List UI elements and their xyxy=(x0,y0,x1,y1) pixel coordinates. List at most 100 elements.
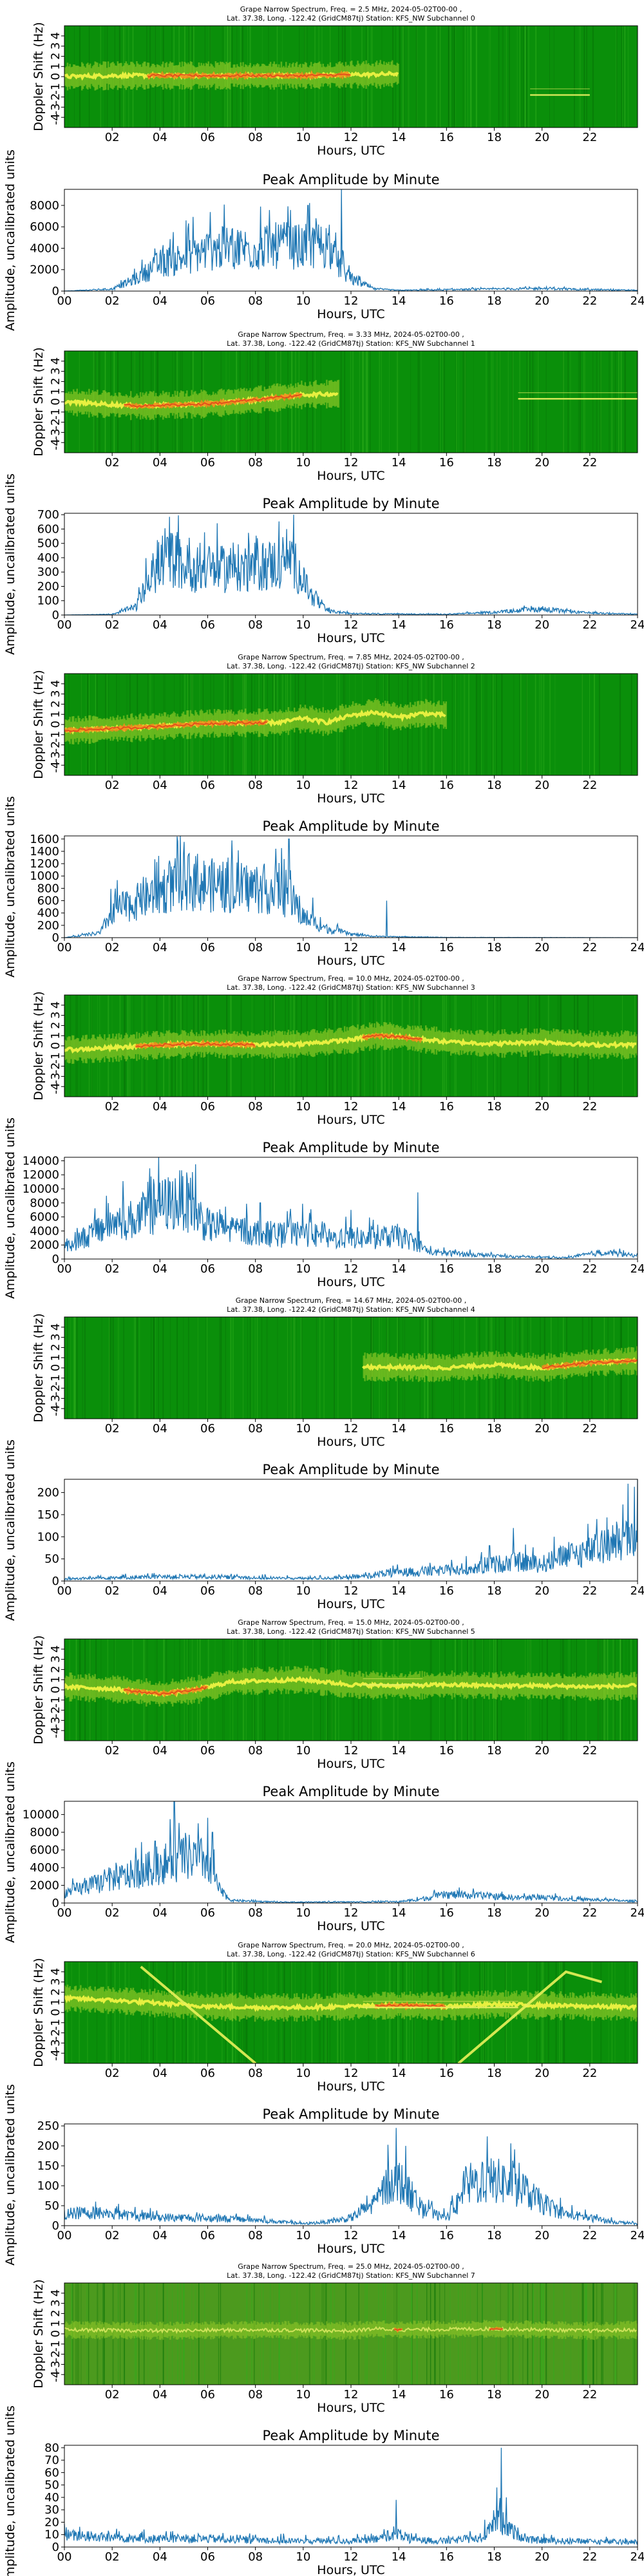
noise-stripe xyxy=(627,26,629,128)
noise-stripe xyxy=(528,2283,529,2385)
doppler-trace-peak xyxy=(489,2327,504,2331)
noise-stripe xyxy=(619,674,621,775)
x-tick-label: 12 xyxy=(344,618,359,632)
noise-stripe xyxy=(176,1317,178,1419)
band-glow xyxy=(452,2324,455,2334)
band-glow xyxy=(280,2324,283,2336)
x-axis-label: Hours, UTC xyxy=(317,1113,384,1127)
y-tick-label: 4 xyxy=(49,357,62,365)
y-tick-label: 100 xyxy=(37,2179,59,2193)
noise-stripe xyxy=(124,2283,126,2385)
plot-title: Peak Amplitude by Minute xyxy=(263,172,440,187)
noise-stripe xyxy=(232,1317,234,1419)
x-tick-label: 00 xyxy=(57,618,72,632)
y-tick-label: 3 xyxy=(49,43,62,50)
x-tick-label: 14 xyxy=(392,2067,406,2080)
x-tick-label: 06 xyxy=(200,618,215,632)
x-axis-label: Hours, UTC xyxy=(317,144,384,158)
band-glow xyxy=(237,2324,240,2336)
noise-stripe xyxy=(288,1317,289,1419)
band-glow xyxy=(163,2324,166,2337)
noise-stripe xyxy=(191,2283,193,2385)
y-tick-label: 0 xyxy=(52,2541,59,2554)
x-tick-label: 14 xyxy=(392,2388,406,2401)
x-tick-label: 22 xyxy=(582,1744,597,1757)
y-tick-label: 10 xyxy=(44,2528,59,2542)
noise-stripe xyxy=(614,2283,616,2385)
band-glow xyxy=(432,2320,434,2338)
x-tick-label: 12 xyxy=(344,1906,359,1920)
x-tick-label: 22 xyxy=(582,2388,597,2401)
noise-stripe xyxy=(486,674,488,775)
doppler-trace-peak xyxy=(135,1042,255,1048)
band-glow xyxy=(636,1997,638,2018)
x-tick-label: 16 xyxy=(439,2388,454,2401)
noise-stripe xyxy=(582,674,583,775)
x-axis-label: Hours, UTC xyxy=(317,2563,384,2576)
x-axis-label: Hours, UTC xyxy=(317,2401,384,2415)
band-glow xyxy=(474,2322,476,2336)
y-tick-label: 10000 xyxy=(23,1182,59,1196)
noise-stripe xyxy=(625,351,626,453)
x-tick-label: 08 xyxy=(248,618,263,632)
noise-stripe xyxy=(540,674,542,775)
noise-stripe xyxy=(462,26,464,128)
x-tick-label: 12 xyxy=(344,1422,359,1435)
noise-stripe xyxy=(419,351,420,453)
x-tick-label: 10 xyxy=(296,618,310,632)
band-glow xyxy=(554,2324,556,2336)
noise-stripe xyxy=(526,26,527,128)
noise-stripe xyxy=(543,2283,545,2385)
y-tick-label: 1 xyxy=(49,1676,62,1683)
x-tick-label: 04 xyxy=(153,2229,167,2242)
noise-stripe xyxy=(526,351,528,453)
x-tick-label: 10 xyxy=(296,1744,310,1757)
noise-stripe xyxy=(301,1317,303,1419)
band-glow xyxy=(464,2321,466,2337)
y-tick-label: 2 xyxy=(49,52,62,59)
noise-stripe xyxy=(385,2283,386,2385)
band-glow xyxy=(636,1034,638,1056)
noise-stripe xyxy=(453,26,455,128)
y-tick-label: -1 xyxy=(49,2340,62,2352)
plot-subtitle: Lat. 37.38, Long. -122.42 (GridCM87tj) S… xyxy=(227,1950,475,1958)
x-tick-label: 22 xyxy=(582,779,597,792)
band-glow xyxy=(388,2324,390,2335)
band-glow xyxy=(632,1672,635,1700)
noise-stripe xyxy=(398,2283,400,2385)
band-glow xyxy=(625,2321,627,2339)
x-tick-label: 00 xyxy=(57,941,72,954)
noise-stripe xyxy=(444,351,445,453)
band-glow xyxy=(636,1674,638,1698)
band-glow xyxy=(107,1986,109,2014)
noise-stripe xyxy=(481,674,482,775)
x-tick-label: 22 xyxy=(582,1906,597,1920)
x-tick-label: 08 xyxy=(248,779,263,792)
noise-stripe xyxy=(77,2283,79,2385)
noise-stripe xyxy=(462,2283,463,2385)
y-tick-label: -3 xyxy=(49,1072,62,1084)
noise-stripe xyxy=(540,2283,541,2385)
x-tick-label: 12 xyxy=(344,131,359,144)
x-tick-label: 00 xyxy=(57,1906,72,1920)
plot-subtitle: Lat. 37.38, Long. -122.42 (GridCM87tj) S… xyxy=(227,14,475,23)
noise-stripe xyxy=(407,26,409,128)
y-axis-label: Doppler Shift (Hz) xyxy=(32,991,46,1101)
x-tick-label: 18 xyxy=(487,1262,502,1276)
noise-stripe xyxy=(616,26,618,128)
doppler-trace-peak xyxy=(147,73,351,78)
plot-area xyxy=(64,836,638,938)
band-glow xyxy=(169,2322,171,2340)
noise-stripe xyxy=(254,1317,256,1419)
band-glow xyxy=(314,2324,316,2336)
noise-stripe xyxy=(109,1317,111,1419)
noise-stripe xyxy=(153,1317,155,1419)
band-glow xyxy=(227,2323,229,2337)
band-glow xyxy=(64,2323,66,2336)
noise-stripe xyxy=(205,1317,206,1419)
y-tick-label: 1000 xyxy=(30,869,59,883)
noise-stripe xyxy=(279,2283,280,2385)
band-glow xyxy=(146,1992,147,2013)
band-glow xyxy=(370,2322,372,2336)
y-tick-label: 150 xyxy=(37,1508,59,1522)
